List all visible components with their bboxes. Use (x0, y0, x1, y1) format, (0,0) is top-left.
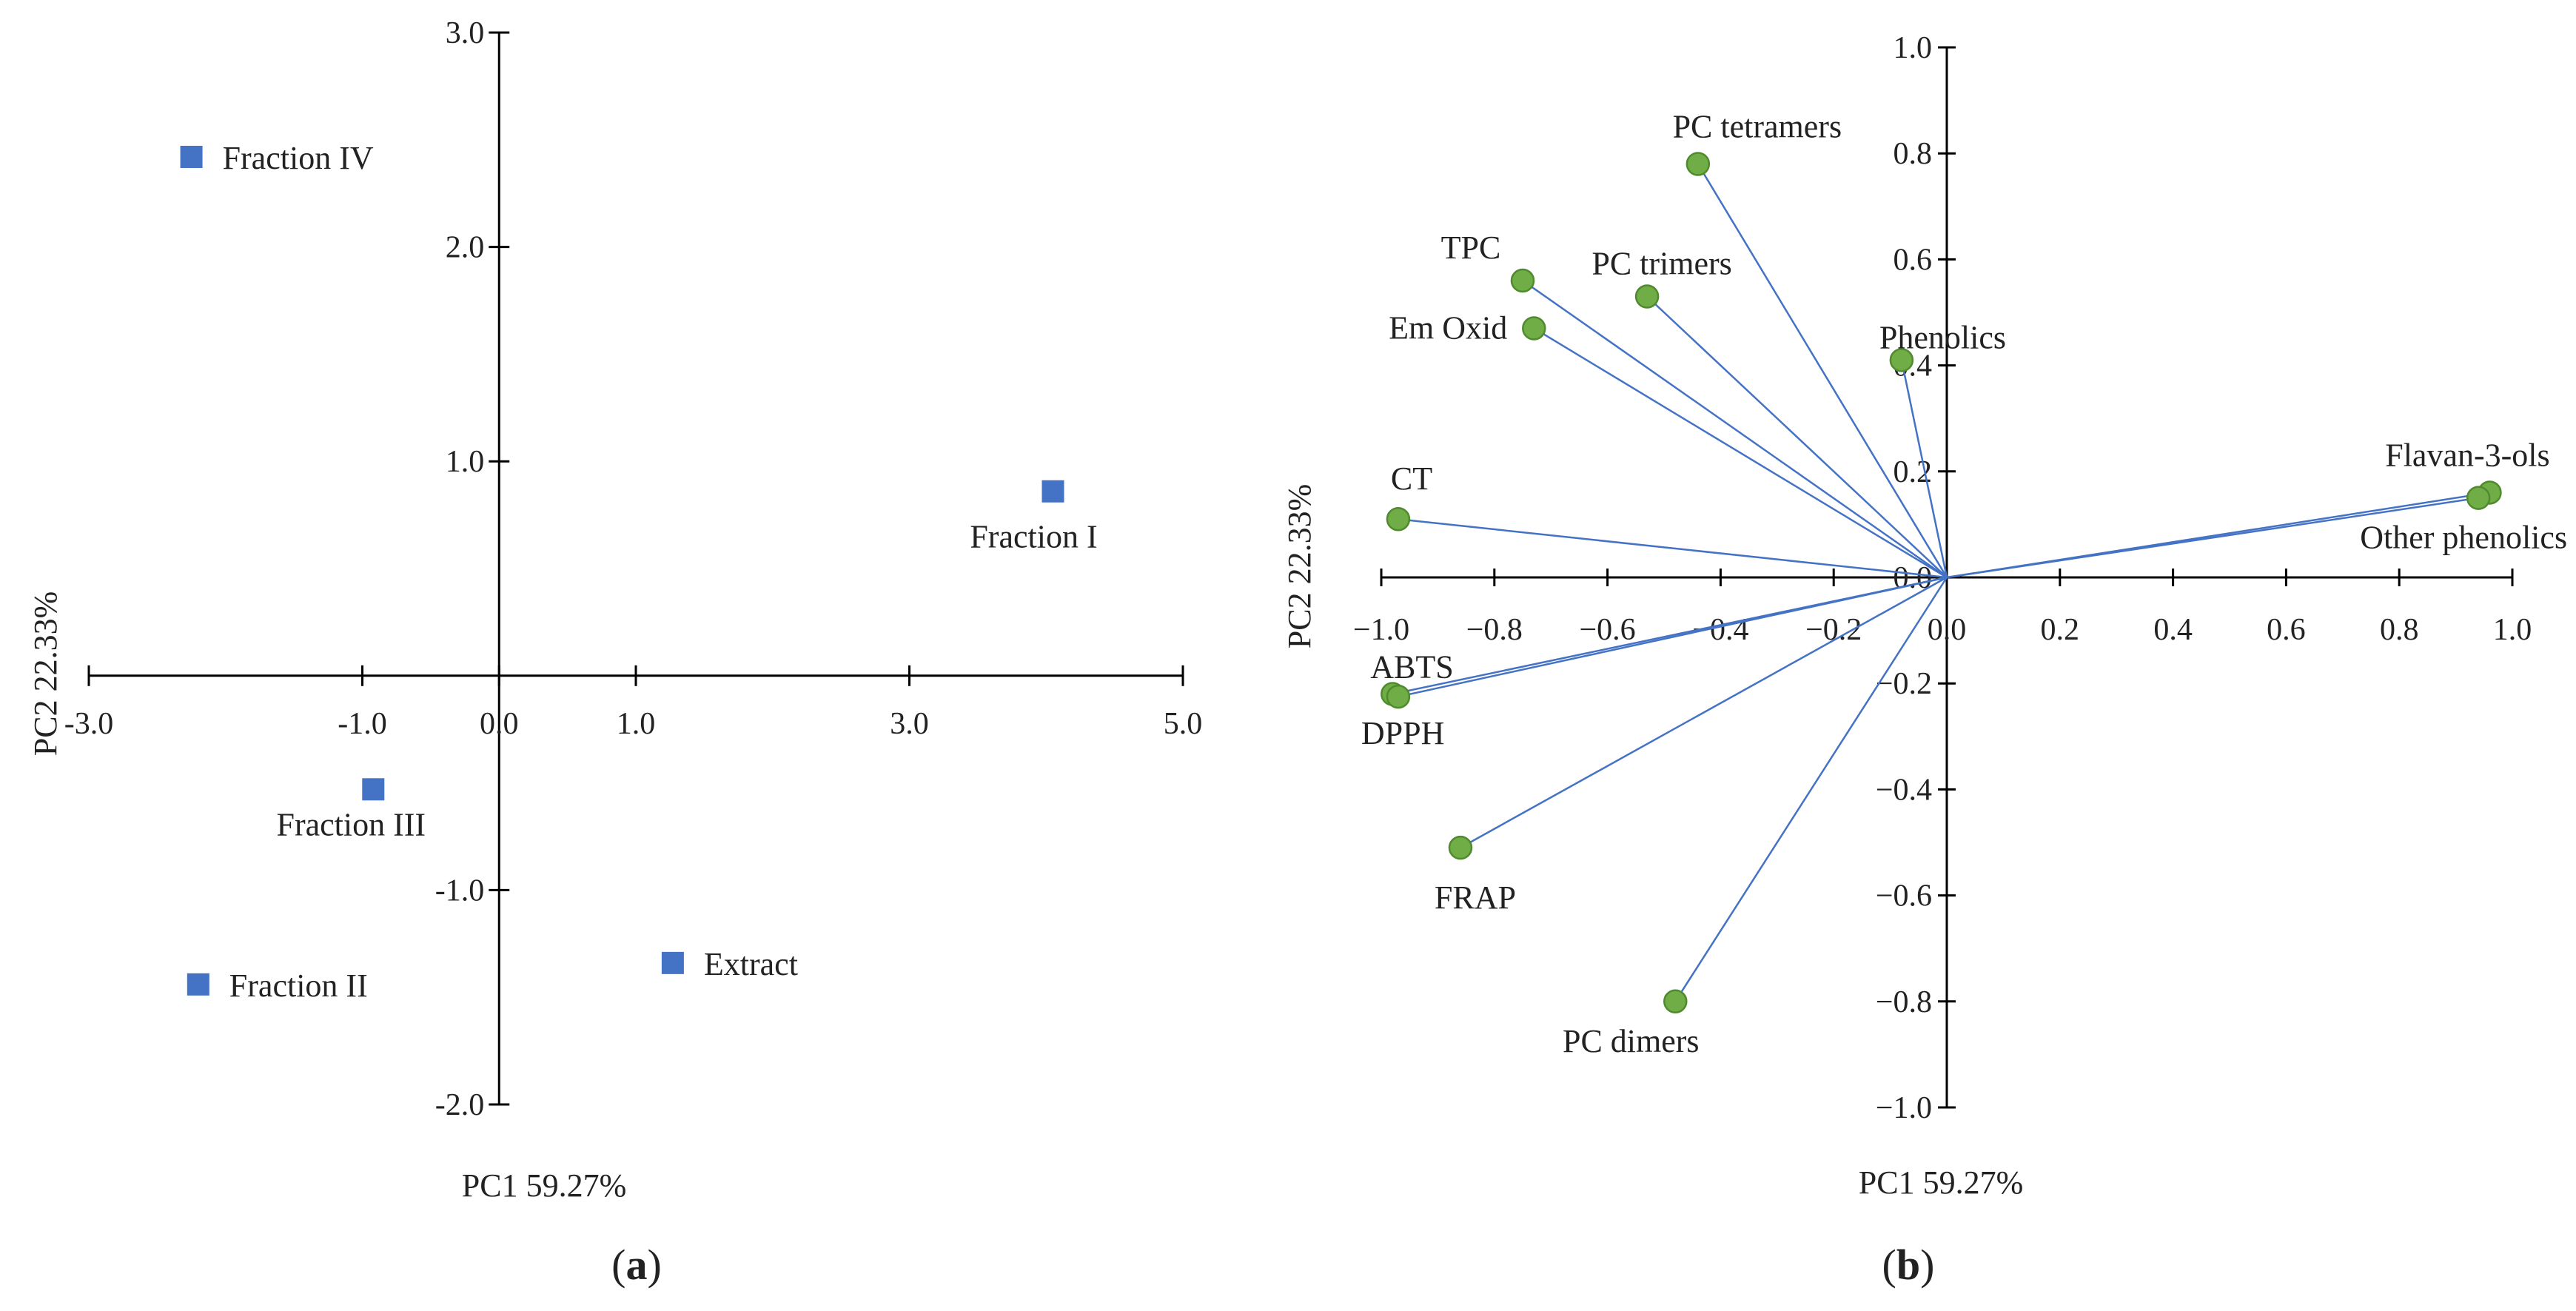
panel-a-pca-scores: -3.0 -1.0 0.0 1.0 3.0 5.0 -2.0 -1.0 1.0 2.0 3.0 Fra… (27, 16, 1202, 1289)
x-tick-label: -3.0 (64, 707, 114, 741)
point-label-fraction-i: Fraction I (970, 519, 1097, 555)
y-tick-label: 3.0 (446, 16, 485, 50)
point-label-frap: FRAP (1435, 879, 1516, 916)
x-tick-label: −0.6 (1580, 613, 1636, 647)
vector-em-oxid (1533, 327, 1948, 579)
x-tick-label: 1.0 (2493, 613, 2532, 647)
point-label-phenolics: Phenolics (1879, 319, 2006, 355)
point-label-dpph: DPPH (1361, 715, 1445, 751)
vector-pc-trimers (1646, 295, 1948, 578)
y-tick-label: 1.0 (1894, 31, 1933, 65)
point-label-em-oxid: Em Oxid (1389, 309, 1507, 346)
y-tick-label: −1.0 (1876, 1091, 1932, 1125)
point-label-ct: CT (1391, 460, 1432, 497)
marker-pc-trimers (1634, 284, 1660, 309)
x-tick-label: −0.8 (1466, 613, 1523, 647)
point-label-fraction-ii: Fraction II (229, 968, 368, 1004)
vector-tpc (1522, 280, 1948, 579)
panel-b-pca-loadings: −1.0 −0.8 −0.6 −0.4 −0.2 0.0 0.2 0.4 0.6 0.8 1.0 −1… (1281, 31, 2567, 1289)
marker-phenolics (1889, 348, 1914, 372)
point-label-fraction-iii: Fraction III (276, 806, 426, 842)
marker-pc-dimers (1663, 989, 1688, 1014)
vector-ct (1398, 517, 1948, 579)
x-tick-label: 5.0 (1164, 707, 1203, 741)
y-tick-label: 0.2 (1894, 455, 1933, 489)
y-tick-label: 0.0 (1894, 561, 1933, 595)
y-tick-label: -1.0 (435, 874, 485, 908)
y-tick-label: 1.0 (446, 445, 485, 479)
y-axis-title: PC2 22.33% (1281, 484, 1318, 648)
vector-phenolics (1900, 360, 1948, 578)
vector-pc-dimers (1674, 577, 1948, 1002)
vector-pc-tetramers (1697, 163, 1948, 578)
marker-extract (661, 951, 684, 974)
point-label-abts: ABTS (1370, 649, 1453, 685)
x-tick-label: 0.2 (2041, 613, 2080, 647)
marker-dpph (1386, 684, 1411, 709)
marker-fraction-ii (187, 973, 209, 996)
marker-fraction-i (1042, 480, 1064, 503)
marker-ct (1386, 506, 1411, 532)
x-tick-label: 0.6 (2267, 613, 2306, 647)
x-axis-title: PC1 59.27% (462, 1167, 626, 1204)
panel-label-b: (b) (1882, 1241, 1935, 1289)
panel-label-a: (a) (611, 1241, 662, 1289)
x-tick-label: 0.0 (1928, 613, 1967, 647)
x-tick-label: 0.4 (2153, 613, 2193, 647)
x-axis-title: PC1 59.27% (1859, 1164, 2023, 1201)
marker-fraction-iii (362, 778, 385, 801)
point-label-extract: Extract (704, 946, 798, 982)
point-label-pc-dimers: PC dimers (1563, 1023, 1700, 1059)
marker-em-oxid (1522, 316, 1546, 341)
vector-frap (1460, 576, 1948, 849)
x-tick-label: -1.0 (338, 707, 387, 741)
x-tick-label: 0.0 (480, 707, 519, 741)
x-tick-label: −1.0 (1353, 613, 1409, 647)
point-label-tpc: TPC (1441, 229, 1501, 266)
marker-frap (1448, 835, 1473, 860)
marker-fraction-iv (180, 145, 203, 168)
point-label-fraction-iv: Fraction IV (223, 140, 374, 176)
point-label-other-phenolics: Other phenolics (2360, 520, 2567, 556)
point-label-pc-tetramers: PC tetramers (1673, 109, 1842, 145)
vector-other-phenolics (1946, 497, 2479, 579)
point-label-flavan-3-ols: Flavan-3-ols (2385, 437, 2549, 473)
x-tick-label: 0.8 (2380, 613, 2419, 647)
marker-pc-tetramers (1686, 152, 1711, 176)
x-tick-label: 3.0 (890, 707, 929, 741)
marker-other-phenolics (2466, 486, 2491, 510)
marker-tpc (1510, 268, 1535, 293)
y-tick-label: 0.8 (1894, 137, 1933, 171)
y-tick-label: 2.0 (446, 231, 485, 265)
y-tick-label: -2.0 (435, 1088, 485, 1122)
y-tick-label: −0.2 (1876, 667, 1932, 701)
vector-dpph (1398, 576, 1948, 698)
y-tick-label: −0.4 (1876, 773, 1932, 807)
y-tick-label: −0.6 (1876, 879, 1932, 913)
point-label-pc-trimers: PC trimers (1591, 246, 1731, 282)
y-tick-label: 0.6 (1894, 243, 1933, 277)
x-tick-label: 1.0 (617, 707, 656, 741)
y-tick-label: −0.8 (1876, 985, 1932, 1019)
y-axis-title: PC2 22.33% (27, 591, 64, 756)
